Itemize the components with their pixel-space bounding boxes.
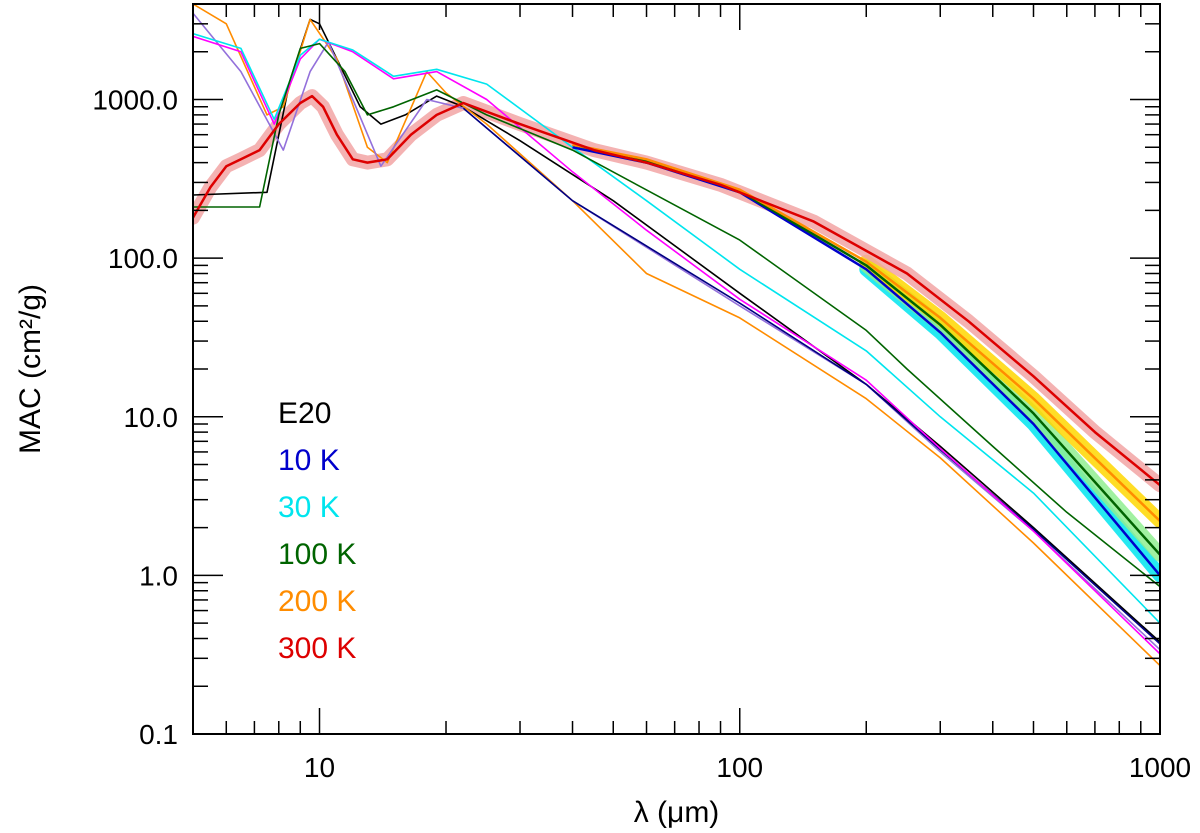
y-tick-label: 1000.0 xyxy=(92,85,178,116)
y-tick-label: 0.1 xyxy=(139,719,178,750)
y-tick-label: 100.0 xyxy=(108,243,178,274)
y-axis-ticks xyxy=(193,3,1160,735)
x-axis-ticks xyxy=(192,4,1161,734)
y-axis-title: MAC (cm²/g) xyxy=(14,284,47,454)
series-line-2 xyxy=(193,12,1160,651)
legend-item: 100 K xyxy=(278,538,356,571)
legend-item: 300 K xyxy=(278,632,356,665)
series-line-8 xyxy=(572,143,1160,556)
y-tick-label: 10.0 xyxy=(124,402,179,433)
x-axis-title: λ (μm) xyxy=(634,796,720,829)
x-tick-label: 10 xyxy=(304,752,335,783)
series-line-6 xyxy=(193,42,1160,588)
series-line-9 xyxy=(572,143,1160,522)
legend: E20 10 K 30 K 100 K 200 K 300 K xyxy=(278,397,356,665)
series-line-3 xyxy=(462,107,1160,645)
series-line-10 xyxy=(193,94,1160,487)
y-axis-tick-labels: 0.1 1.0 10.0 100.0 1000.0 xyxy=(92,85,178,750)
legend-item: E20 xyxy=(278,397,331,430)
y-tick-label: 1.0 xyxy=(139,560,178,591)
series-line-4 xyxy=(193,35,1160,655)
series-lines xyxy=(193,4,1160,667)
x-axis-tick-labels: 10 100 1000 xyxy=(304,752,1191,783)
x-tick-label: 100 xyxy=(716,752,763,783)
series-band-10 xyxy=(193,89,1160,493)
legend-item: 30 K xyxy=(278,491,340,524)
x-tick-label: 1000 xyxy=(1129,752,1191,783)
legend-item: 10 K xyxy=(278,444,340,477)
legend-item: 200 K xyxy=(278,585,356,618)
